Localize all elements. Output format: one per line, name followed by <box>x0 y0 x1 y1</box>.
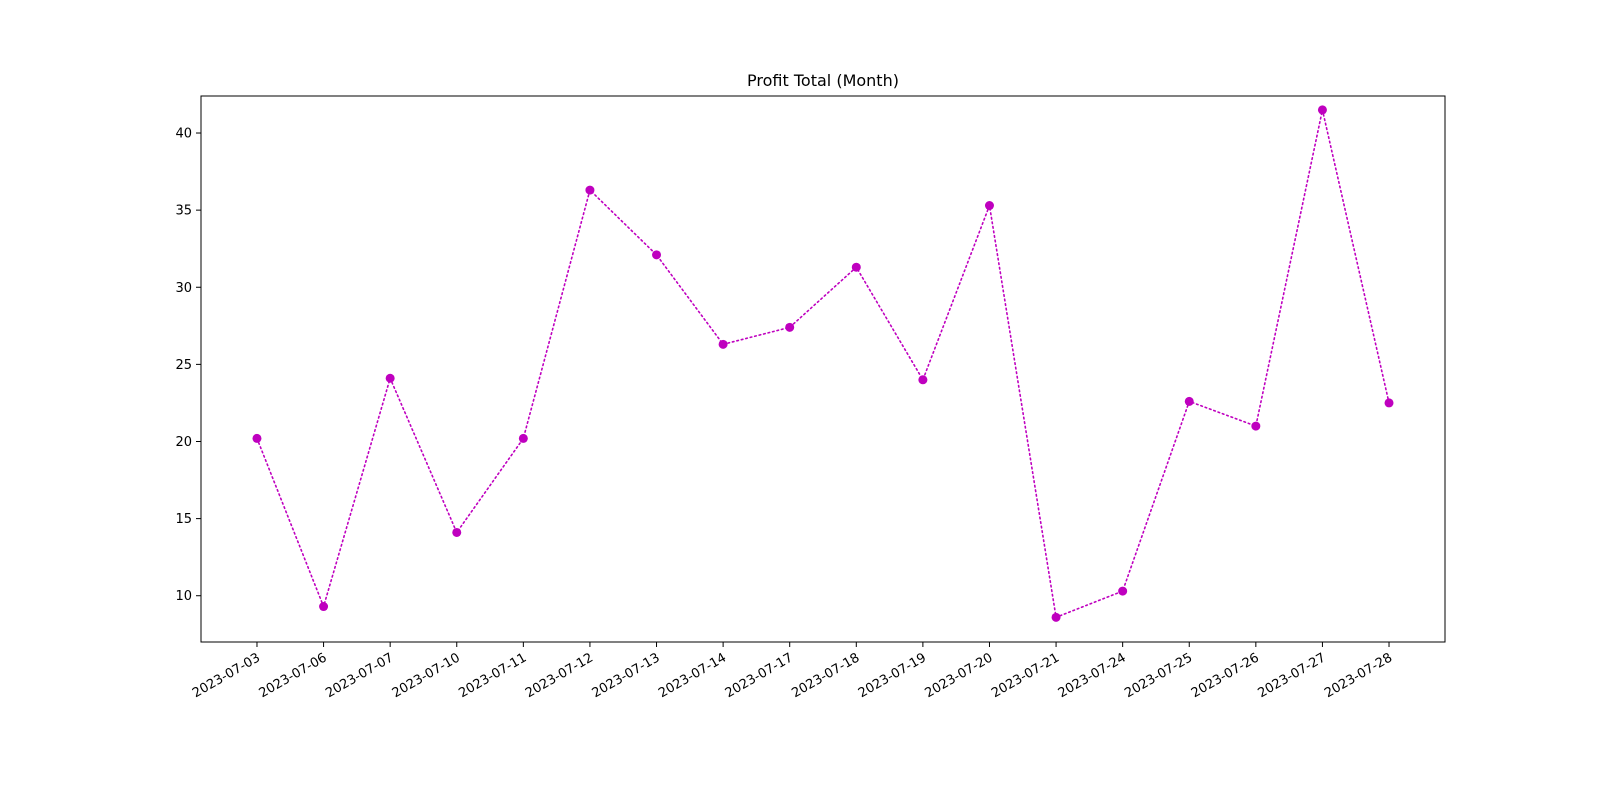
data-point <box>1317 105 1327 115</box>
data-point <box>984 201 994 211</box>
x-tick-label: 2023-07-03 <box>190 650 263 701</box>
x-tick-label: 2023-07-07 <box>323 650 396 701</box>
series-line <box>256 109 1390 619</box>
x-tick-label: 2023-07-25 <box>1122 650 1195 701</box>
y-tick-label: 10 <box>175 589 192 604</box>
x-tick-label: 2023-07-18 <box>789 650 862 701</box>
x-tick-label: 2023-07-19 <box>856 650 929 701</box>
y-tick-label: 25 <box>175 358 192 373</box>
data-point <box>718 339 728 349</box>
data-point <box>518 433 528 443</box>
x-tick-label: 2023-07-13 <box>590 650 663 701</box>
data-point <box>785 322 795 332</box>
y-tick-label: 30 <box>175 281 192 296</box>
data-point <box>1184 396 1194 406</box>
x-tick-label: 2023-07-12 <box>523 650 596 701</box>
chart-title: Profit Total (Month) <box>747 71 899 90</box>
axes: 101520253035402023-07-032023-07-062023-0… <box>175 127 1395 702</box>
data-point <box>385 373 395 383</box>
x-tick-label: 2023-07-17 <box>723 650 796 701</box>
data-point <box>252 433 262 443</box>
x-tick-label: 2023-07-06 <box>257 650 330 701</box>
y-tick-label: 20 <box>175 435 192 450</box>
x-tick-label: 2023-07-11 <box>456 650 529 701</box>
y-tick-label: 35 <box>175 204 192 219</box>
y-tick-label: 40 <box>175 127 192 142</box>
data-point <box>851 262 861 272</box>
data-point <box>652 250 662 260</box>
y-tick-label: 15 <box>175 512 192 527</box>
data-point <box>452 527 462 537</box>
data-point <box>585 185 595 195</box>
data-point <box>1118 586 1128 596</box>
plot-frame <box>200 95 1446 643</box>
x-tick-label: 2023-07-21 <box>989 650 1062 701</box>
x-tick-label: 2023-07-20 <box>923 650 996 701</box>
data-point <box>1384 398 1394 408</box>
data-point <box>319 602 329 612</box>
data-series <box>252 105 1394 622</box>
x-tick-label: 2023-07-24 <box>1056 650 1129 701</box>
x-tick-label: 2023-07-26 <box>1189 650 1262 701</box>
x-tick-label: 2023-07-28 <box>1322 650 1395 701</box>
data-point <box>1051 612 1061 622</box>
x-tick-label: 2023-07-27 <box>1255 650 1328 701</box>
data-point <box>1251 421 1261 431</box>
x-tick-label: 2023-07-10 <box>390 650 463 701</box>
x-tick-label: 2023-07-14 <box>656 650 729 701</box>
data-point <box>918 375 928 385</box>
